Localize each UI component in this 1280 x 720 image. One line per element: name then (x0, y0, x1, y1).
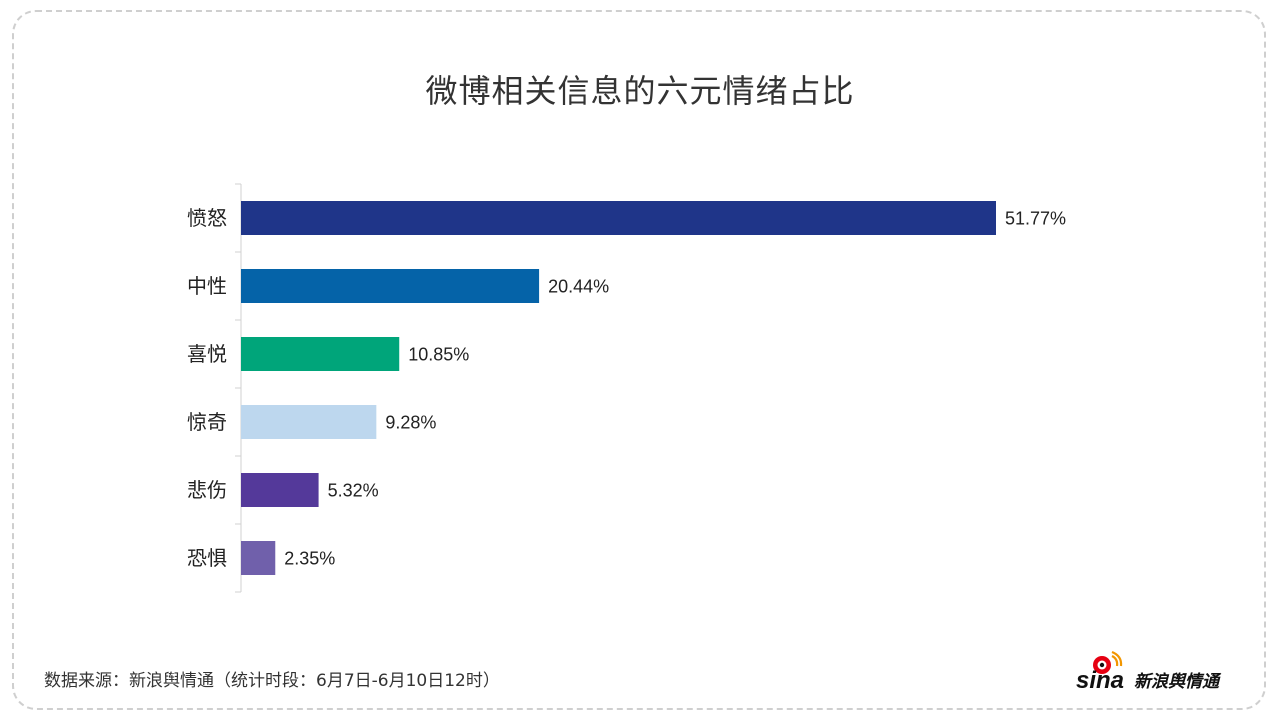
bar-恐惧 (241, 541, 276, 575)
category-label: 惊奇 (187, 410, 227, 434)
svg-text:sina: sina (1076, 667, 1124, 694)
chart-frame (12, 10, 1266, 710)
category-label: 悲伤 (187, 478, 227, 502)
bar-悲伤 (241, 473, 319, 507)
sina-yuqingtong-logo: sina 新浪舆情通 (1076, 650, 1222, 694)
bar-喜悦 (241, 337, 400, 371)
value-label: 5.32% (328, 481, 379, 501)
category-label: 中性 (187, 274, 227, 298)
sina-eye-icon (1093, 650, 1123, 674)
chart-title: 微博相关信息的六元情绪占比 (425, 72, 855, 110)
svg-text:新浪舆情通: 新浪舆情通 (1134, 672, 1222, 692)
value-label: 10.85% (408, 345, 469, 365)
value-label: 9.28% (385, 413, 436, 433)
bar-愤怒 (241, 201, 996, 235)
category-label: 喜悦 (187, 342, 227, 366)
category-label: 愤怒 (187, 206, 227, 230)
bar-惊奇 (241, 405, 377, 439)
bar-中性 (241, 269, 540, 303)
value-label: 51.77% (1005, 209, 1066, 229)
category-label: 恐惧 (187, 546, 227, 570)
value-label: 2.35% (284, 549, 335, 569)
value-label: 20.44% (548, 277, 609, 297)
data-source-note: 数据来源：新浪舆情通（统计时段：6月7日-6月10日12时） (44, 671, 500, 691)
